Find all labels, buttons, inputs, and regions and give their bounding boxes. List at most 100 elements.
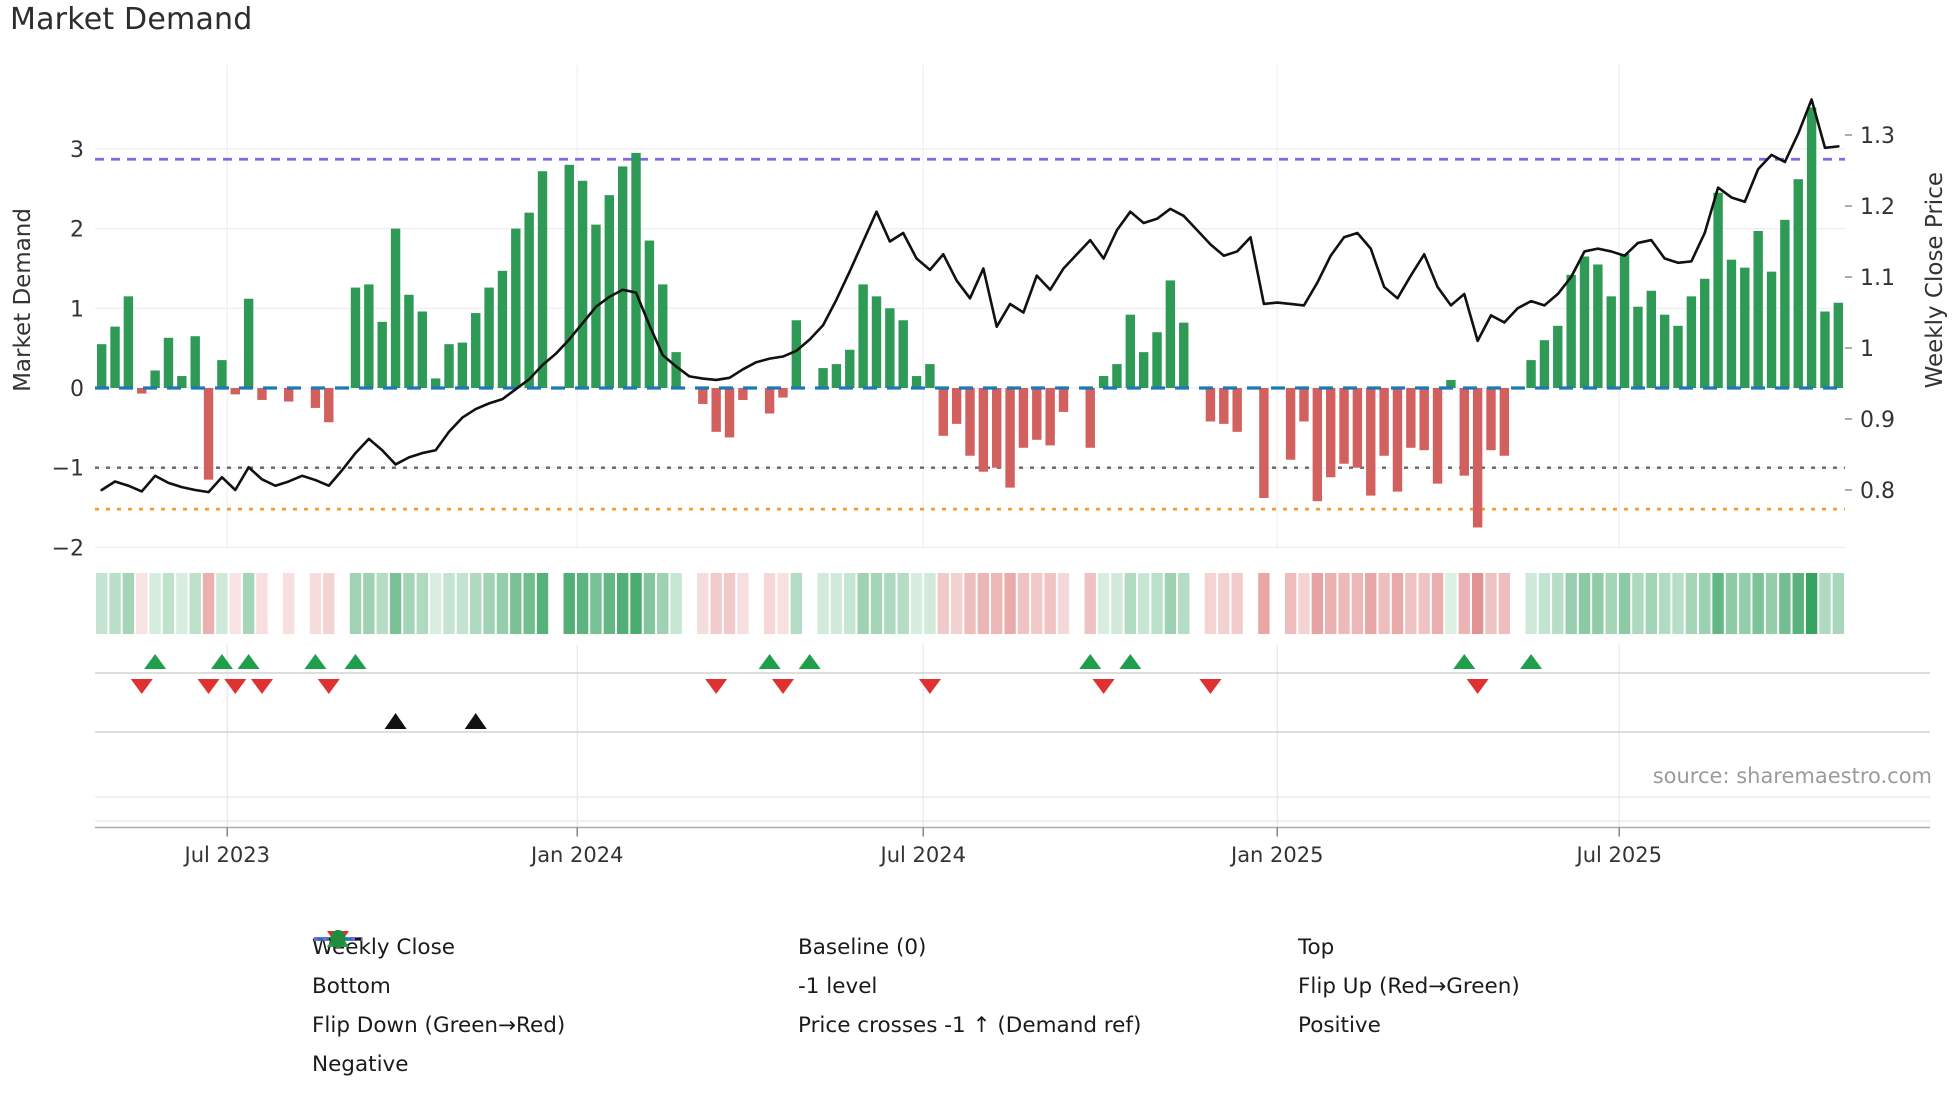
demand-bar-positive: [217, 360, 227, 388]
heat-strip-cell: [536, 573, 549, 634]
heat-strip-cell: [1752, 573, 1764, 634]
flip-down-marker: [771, 679, 794, 694]
demand-bar-positive: [671, 352, 681, 388]
heat-strip-cell: [870, 573, 883, 634]
chart-canvas: Jul 2023 Jan 2024 Jul 2024 Jan 2025 Jul 2025…: [52, 65, 1930, 867]
heat-strip-cell: [1552, 573, 1564, 634]
flip-up-marker: [1520, 654, 1543, 669]
heat-strip-cell: [349, 573, 362, 634]
legend-column: Weekly Close Bottom Flip Down (Green→Red) N…: [312, 928, 798, 1084]
demand-bar-positive: [1526, 360, 1536, 388]
flip-up-marker: [1079, 654, 1102, 669]
heat-strip-cell: [1418, 573, 1430, 634]
flip-up-marker: [758, 654, 781, 669]
heat-strip-cell: [1017, 573, 1030, 634]
heat-strip-cell: [443, 573, 455, 634]
demand-bar-positive: [1165, 280, 1176, 388]
heat-strip-cell: [616, 573, 629, 634]
demand-bar-negative: [938, 388, 948, 436]
demand-bar-positive: [430, 378, 441, 388]
left-tick-label: 0: [70, 377, 84, 402]
legend-label: Flip Down (Green→Red): [312, 1013, 566, 1038]
demand-bar-positive: [644, 240, 655, 388]
demand-bar-negative: [738, 388, 748, 400]
heat-strip-cell: [1311, 573, 1324, 634]
heat-strip-cell: [242, 573, 255, 634]
heat-strip-cell: [256, 573, 268, 634]
legend-item: Top: [314, 928, 1658, 967]
flip-down-marker: [705, 679, 728, 694]
heat-strip-cell: [1431, 573, 1444, 634]
flip-up-marker: [210, 654, 233, 669]
heat-strip-cell: [1645, 573, 1657, 634]
demand-bar-negative: [1032, 388, 1042, 440]
demand-bar-negative: [1366, 388, 1376, 496]
demand-bar-positive: [818, 368, 828, 388]
price-cross-marker: [464, 713, 487, 729]
page-title: Market Demand: [10, 2, 253, 37]
demand-bar-positive: [1740, 267, 1750, 388]
heat-strip-cell: [1538, 573, 1551, 634]
heat-strip-cell: [149, 573, 161, 634]
left-tick-label: 2: [70, 218, 84, 243]
heat-strip-cell: [763, 573, 776, 634]
legend-label: Positive: [1298, 1013, 1381, 1038]
heat-strip-cell: [1658, 573, 1671, 634]
heat-strip-cell: [603, 573, 616, 634]
demand-bar-positive: [444, 344, 454, 388]
legend-item: Weekly Close: [312, 928, 798, 967]
heat-strip-cell: [630, 573, 642, 634]
demand-bar-positive: [1125, 314, 1136, 388]
heat-strip-cell: [1204, 573, 1217, 634]
heat-strip-cell: [817, 573, 829, 634]
heat-strip-cell: [136, 573, 148, 634]
demand-bar-positive: [417, 311, 427, 388]
legend-item: Price crosses -1 ↑ (Demand ref): [327, 931, 1298, 1045]
heat-strip-cell: [910, 573, 923, 634]
demand-bar-positive: [1700, 278, 1710, 388]
heat-strip-cell: [1151, 573, 1163, 634]
demand-bar-negative: [1285, 388, 1296, 460]
heat-strip-cell: [1084, 573, 1096, 634]
heat-strip-cell: [1498, 573, 1511, 634]
heat-strip-cell: [389, 573, 402, 634]
demand-bar-positive: [110, 326, 120, 388]
heat-strip-cell: [1218, 573, 1230, 634]
heat-strip-cell: [1578, 573, 1591, 634]
demand-bar-positive: [497, 270, 508, 388]
demand-bar-negative: [1459, 388, 1469, 476]
flip-down-marker: [224, 679, 247, 694]
demand-bar-positive: [1673, 325, 1683, 388]
demand-bar-positive: [858, 284, 868, 388]
heat-strip-cell: [1792, 573, 1804, 634]
flip-up-marker: [237, 654, 260, 669]
heat-strip-cell: [1779, 573, 1791, 634]
demand-bar-positive: [96, 344, 107, 388]
demand-bar-positive: [190, 336, 200, 388]
demand-bar-positive: [925, 364, 935, 388]
heat-strip-cell: [416, 573, 428, 634]
heat-strip-cell: [1712, 573, 1724, 634]
flip-down-marker: [918, 679, 941, 694]
heat-strip-cell: [723, 573, 736, 634]
right-tick-label: 0.9: [1860, 408, 1895, 433]
heat-strip-cell: [1445, 573, 1457, 634]
demand-bar-negative: [1232, 388, 1242, 432]
demand-bar-negative: [257, 388, 267, 400]
demand-bar-negative: [711, 388, 721, 432]
demand-bar-positive: [1098, 376, 1109, 388]
demand-bar-negative: [1325, 388, 1336, 478]
demand-bar-negative: [1419, 388, 1429, 451]
heat-strip-cell: [1137, 573, 1150, 634]
right-tick-label: 1.3: [1860, 124, 1895, 149]
demand-bar-positive: [845, 349, 855, 388]
heat-strip-cell: [363, 573, 375, 634]
demand-bar-negative: [1499, 388, 1510, 456]
heat-strip-cell: [189, 573, 201, 634]
demand-bar-positive: [177, 376, 187, 388]
demand-bar-negative: [1486, 388, 1496, 451]
heat-strip-cell: [643, 573, 656, 634]
demand-bar-positive: [617, 166, 628, 388]
demand-bar-positive: [1713, 192, 1723, 388]
x-tick-label: Jul 2025: [1575, 843, 1662, 867]
